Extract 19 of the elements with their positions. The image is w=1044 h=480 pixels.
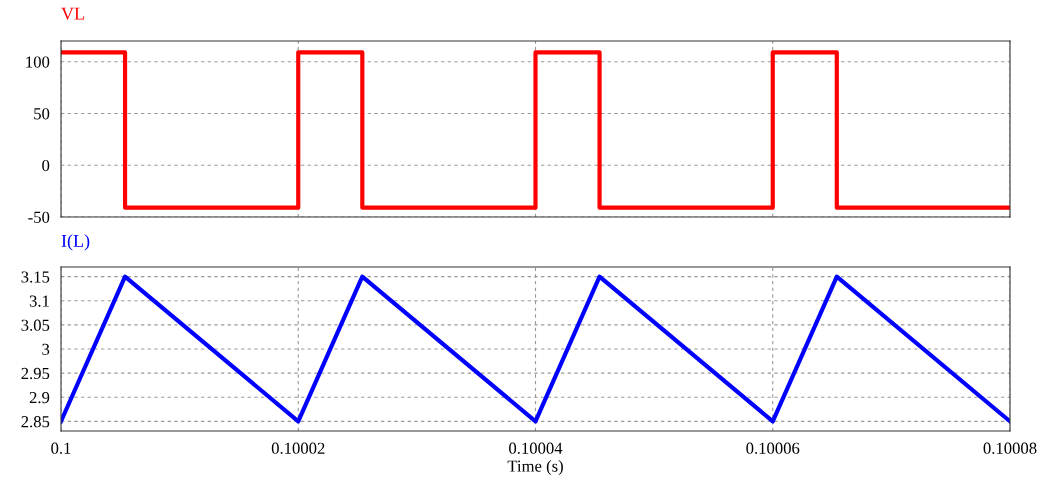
y-tick-label: 3.15 [21,271,50,283]
y-tick-label: 2.95 [21,367,50,380]
x-tick-label: 0.10008 [983,442,1037,454]
y-tick-label: 3 [42,343,50,355]
text: I(L) [61,234,90,251]
y-tick-label: 0 [42,159,50,172]
x-tick-label: 0.10002 [271,442,325,454]
y-tick-label: 3.05 [21,319,50,331]
series-label: VL [61,7,84,20]
y-tick-label: 100 [26,56,50,68]
x-tick-label: 0.10004 [509,442,563,454]
y-tick-label: -50 [28,211,50,223]
y-tick-label: 2.9 [29,391,50,404]
y-tick-label: 50 [34,108,50,120]
y-tick-label: 3.1 [29,295,49,307]
x-tick-label: 0.10006 [746,442,800,454]
x-axis-title: Time (s) [507,460,563,476]
x-tick-label: 0.1 [51,442,71,454]
y-tick-label: 2.85 [21,416,50,428]
